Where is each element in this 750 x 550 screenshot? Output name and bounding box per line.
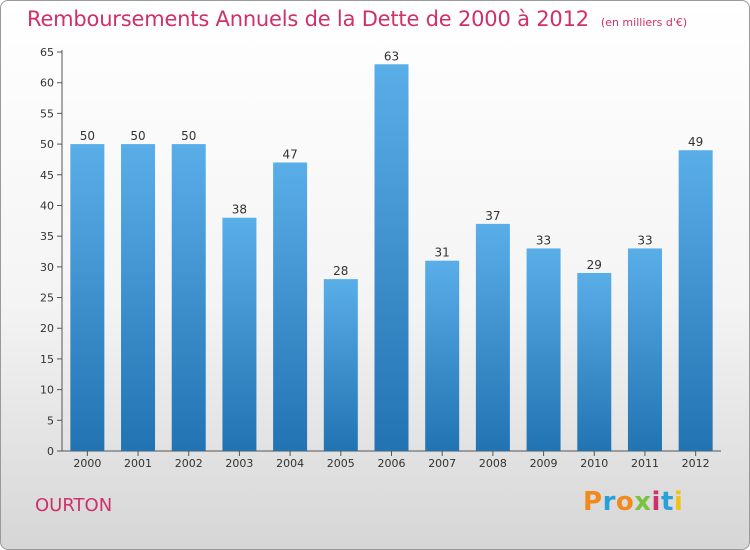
x-tick-label: 2007 (428, 457, 456, 470)
logo-letter: r (602, 487, 616, 517)
y-tick-label: 5 (47, 414, 54, 427)
value-label-2004: 47 (282, 147, 297, 161)
axes: 0 5 10 15 20 25 30 35 40 45 50 55 60 65 2000 2001 2002 20… (40, 46, 721, 470)
logo-letter: i (651, 487, 661, 517)
y-tick-label: 40 (40, 199, 54, 212)
bar-2000 (70, 144, 105, 452)
bar-2005 (323, 279, 358, 451)
value-label-2003: 38 (232, 203, 247, 217)
bar-2010 (577, 272, 612, 451)
value-label-2006: 63 (384, 49, 399, 63)
bar-2003 (222, 217, 257, 451)
value-label-2005: 28 (333, 264, 348, 278)
y-tick-label: 35 (40, 230, 54, 243)
value-label-2010: 29 (587, 258, 602, 272)
y-tick-label: 60 (40, 77, 54, 90)
x-tick-label: 2003 (225, 457, 253, 470)
y-tick-label: 65 (40, 46, 54, 59)
y-tick-label: 0 (47, 445, 54, 458)
bar-2011 (627, 248, 662, 451)
y-tick-label: 55 (40, 107, 54, 120)
value-label-2009: 33 (536, 233, 551, 247)
x-tick-label: 2001 (124, 457, 152, 470)
y-tick-label: 20 (40, 322, 54, 335)
value-labels: 50 50 50 38 47 28 63 31 37 33 29 33 49 (80, 49, 704, 278)
logo-letter: t (660, 487, 674, 517)
logo-letter: i (673, 487, 684, 517)
bars (70, 64, 713, 452)
y-tick-label: 15 (40, 353, 54, 366)
y-tick-label: 30 (40, 261, 54, 274)
y-tick-label: 50 (40, 138, 54, 151)
value-label-2011: 33 (637, 233, 652, 247)
x-tick-label: 2010 (580, 457, 608, 470)
bar-2001 (121, 144, 156, 452)
bar-2006 (374, 64, 409, 452)
value-label-2002: 50 (181, 129, 196, 143)
bar-2008 (475, 223, 510, 451)
value-label-2001: 50 (130, 129, 145, 143)
bar-2002 (171, 144, 206, 452)
bar-2007 (425, 260, 460, 451)
title-row: Remboursements Annuels de la Dette de 20… (27, 7, 687, 31)
x-tick-label: 2005 (327, 457, 355, 470)
x-tick-label: 2004 (276, 457, 304, 470)
x-tick-label: 2006 (378, 457, 406, 470)
value-label-2012: 49 (688, 135, 703, 149)
chart-title: Remboursements Annuels de la Dette de 20… (27, 7, 589, 31)
logo-letter: o (615, 487, 635, 517)
bar-2012 (678, 150, 713, 451)
commune-name: OURTON (35, 495, 113, 516)
value-label-2008: 37 (485, 209, 500, 223)
x-tick-label: 2002 (175, 457, 203, 470)
x-tick-label: 2011 (631, 457, 659, 470)
x-tick-label: 2012 (682, 457, 710, 470)
logo-letter: P (583, 487, 603, 517)
logo-letter: x (634, 487, 652, 517)
bar-2004 (273, 162, 308, 451)
x-tick-label: 2000 (73, 457, 101, 470)
bar-2009 (526, 248, 561, 451)
x-tick-label: 2008 (479, 457, 507, 470)
y-tick-label: 25 (40, 292, 54, 305)
value-label-2007: 31 (435, 246, 450, 260)
x-tick-label: 2009 (530, 457, 558, 470)
chart-unit: (en milliers d'€) (600, 16, 688, 29)
y-tick-label: 45 (40, 169, 54, 182)
proxiti-logo[interactable]: Proxiti (583, 487, 683, 517)
value-label-2000: 50 (80, 129, 95, 143)
y-tick-label: 10 (40, 384, 54, 397)
